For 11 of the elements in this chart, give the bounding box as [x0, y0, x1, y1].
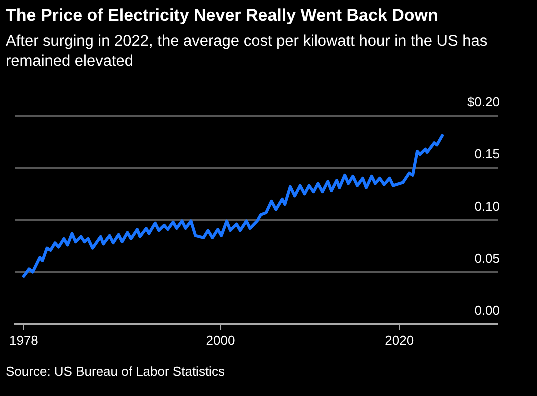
source-note: Source: US Bureau of Labor Statistics — [6, 364, 225, 379]
y-tick-label: 0.00 — [474, 302, 500, 318]
chart-title: The Price of Electricity Never Really Went Back Down — [6, 6, 438, 26]
y-tick-label: 0.10 — [474, 198, 500, 214]
chart-subtitle: After surging in 2022, the average cost per kilowatt hour in the US has remained elevated — [6, 32, 489, 72]
x-tick-label: 2020 — [385, 332, 414, 348]
x-tick-label: 2000 — [206, 332, 236, 348]
y-tick-label: 0.05 — [474, 250, 500, 266]
y-tick-label: $0.20 — [467, 94, 500, 110]
x-tick-label: 1978 — [9, 332, 38, 348]
y-tick-label: 0.15 — [474, 146, 500, 162]
